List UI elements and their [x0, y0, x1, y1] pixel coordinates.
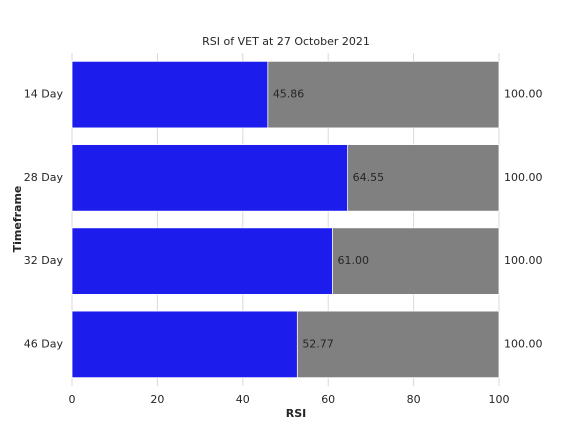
bar [71, 227, 333, 295]
value-label: 45.86 [273, 88, 305, 101]
bar [71, 144, 349, 212]
value-label: 100.00 [504, 171, 543, 184]
value-label: 52.77 [302, 337, 334, 350]
x-tick-label: 0 [69, 393, 76, 406]
x-tick-label: 40 [236, 393, 250, 406]
y-tick-label: 46 Day [24, 337, 64, 350]
value-label: 64.55 [353, 171, 385, 184]
value-label: 100.00 [504, 88, 543, 101]
y-axis-label: Timeframe [11, 186, 24, 253]
bar [71, 310, 298, 379]
bar [71, 60, 269, 129]
y-tick-label: 14 Day [24, 88, 64, 101]
chart-title: RSI of VET at 27 October 2021 [202, 35, 370, 48]
x-tick-label: 80 [407, 393, 421, 406]
y-tick-label: 32 Day [24, 254, 64, 267]
value-label: 61.00 [337, 254, 369, 267]
value-label: 100.00 [504, 337, 543, 350]
x-tick-label: 60 [321, 393, 335, 406]
y-tick-label: 28 Day [24, 171, 64, 184]
x-tick-label: 100 [489, 393, 510, 406]
value-label: 100.00 [504, 254, 543, 267]
x-axis-label: RSI [286, 407, 307, 420]
x-tick-label: 20 [150, 393, 164, 406]
